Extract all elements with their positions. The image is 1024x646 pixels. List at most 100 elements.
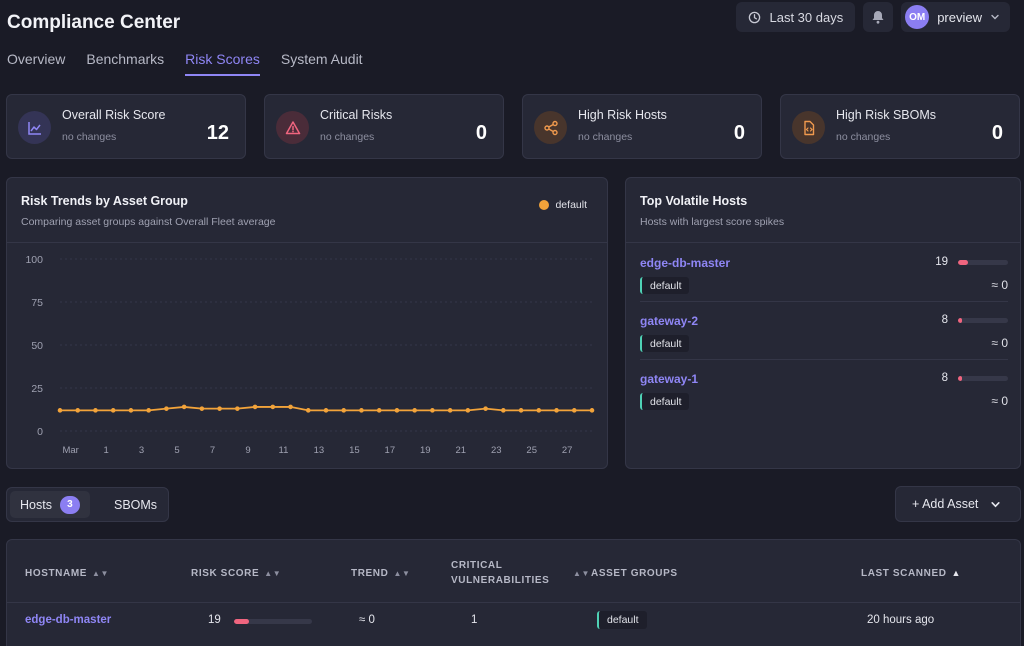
- data-point: [359, 408, 364, 413]
- data-point: [341, 408, 347, 413]
- y-tick-label: 0: [37, 426, 43, 438]
- tab-hosts[interactable]: Hosts 3: [10, 491, 90, 518]
- data-point: [571, 408, 577, 413]
- notifications-button[interactable]: [863, 2, 894, 32]
- stat-subtext: no changes: [320, 131, 375, 143]
- sort-icon: ▲▼: [92, 569, 110, 578]
- x-tick-label: 13: [314, 445, 325, 456]
- sort-icon: ▲▼: [393, 569, 411, 578]
- tab-benchmarks[interactable]: Benchmarks: [86, 51, 165, 67]
- stat-label: High Risk SBOMs: [836, 108, 937, 122]
- y-tick-label: 25: [31, 383, 43, 395]
- host-trend: ≈ 0: [991, 336, 1008, 350]
- host-trend: ≈ 0: [991, 394, 1008, 408]
- data-point: [181, 404, 187, 410]
- data-point: [518, 408, 524, 413]
- hosts-table: HOSTNAME ▲▼ RISK SCORE ▲▼ TREND ▲▼ CRITICAL…: [6, 539, 1021, 646]
- file-code-icon: [792, 111, 825, 144]
- x-tick-label: 1: [103, 445, 108, 456]
- header-label: CRITICAL: [451, 560, 503, 571]
- volatile-host-item: edge-db-master default 19 ≈ 0: [640, 244, 1008, 302]
- stat-subtext: no changes: [62, 131, 117, 143]
- user-menu-button[interactable]: OM preview: [901, 2, 1010, 32]
- stat-label: Critical Risks: [320, 108, 393, 122]
- column-header-trend[interactable]: TREND ▲▼: [351, 566, 411, 581]
- header-label: TREND: [351, 568, 389, 579]
- trend-value: ≈ 0: [359, 614, 375, 626]
- score-bar: [958, 318, 1008, 323]
- asset-group-tag: default: [640, 277, 689, 294]
- x-tick-label: 27: [562, 445, 573, 456]
- header-label: HOSTNAME: [25, 568, 88, 579]
- y-tick-label: 100: [25, 254, 43, 266]
- asset-group-tag: default: [597, 611, 647, 629]
- data-point: [75, 408, 81, 413]
- header-label: ASSET GROUPS: [591, 568, 678, 579]
- data-point: [501, 408, 506, 413]
- stat-card-overall-risk: Overall Risk Score no changes 12: [6, 94, 246, 159]
- divider: [7, 602, 1020, 603]
- date-range-button[interactable]: Last 30 days: [736, 2, 856, 32]
- tab-system-audit[interactable]: System Audit: [280, 51, 363, 67]
- data-point: [110, 408, 116, 413]
- host-score: 8: [941, 314, 948, 326]
- volatile-host-item: gateway-2 default 8 ≈ 0: [640, 302, 1008, 360]
- x-tick-label: Mar: [62, 445, 78, 456]
- stat-value: 12: [206, 122, 229, 144]
- risk-score-bar-fill: [234, 619, 249, 624]
- asset-group-tag: default: [640, 393, 689, 410]
- hosts-card-subtitle: Hosts with largest score spikes: [640, 216, 785, 228]
- sboms-tab-label: SBOMs: [114, 497, 158, 512]
- data-point: [554, 408, 559, 413]
- data-point: [323, 408, 329, 413]
- sort-icon[interactable]: ▲▼: [573, 569, 591, 578]
- chart-subtitle: Comparing asset groups against Overall F…: [21, 216, 276, 228]
- divider: [626, 242, 1020, 243]
- divider: [7, 242, 607, 243]
- hostname-link[interactable]: edge-db-master: [25, 614, 112, 626]
- x-tick-label: 7: [210, 445, 215, 456]
- add-asset-label: + Add Asset: [912, 497, 979, 511]
- column-header-last-scanned[interactable]: LAST SCANNED ▲: [861, 566, 961, 581]
- tab-sboms[interactable]: SBOMs: [104, 491, 167, 518]
- warning-triangle-icon: [276, 111, 309, 144]
- sort-icon: ▲▼: [264, 569, 282, 578]
- data-point: [235, 406, 240, 411]
- share-nodes-icon: [534, 111, 567, 144]
- chevron-down-icon: [991, 501, 1000, 507]
- data-point: [412, 408, 417, 413]
- column-header-risk-score[interactable]: RISK SCORE ▲▼: [191, 566, 281, 581]
- x-tick-label: 17: [385, 445, 396, 456]
- risk-trends-card: Risk Trends by Asset Group Comparing ass…: [6, 177, 608, 469]
- critical-vulnerabilities-value: 1: [471, 614, 478, 626]
- header-label: VULNERABILITIES: [451, 575, 550, 586]
- y-tick-label: 75: [31, 297, 43, 309]
- main-tabs: Overview Benchmarks Risk Scores System A…: [7, 51, 363, 76]
- host-link[interactable]: gateway-2: [640, 314, 699, 328]
- stat-card-critical-risks: Critical Risks no changes 0: [264, 94, 504, 159]
- stat-subtext: no changes: [836, 131, 891, 143]
- column-header-critical-vulnerabilities[interactable]: CRITICAL VULNERABILITIES: [451, 558, 549, 588]
- tab-overview[interactable]: Overview: [7, 51, 66, 67]
- x-tick-label: 21: [455, 445, 466, 456]
- chart-legend[interactable]: default: [539, 199, 587, 211]
- add-asset-button[interactable]: + Add Asset: [895, 486, 1021, 522]
- column-header-hostname[interactable]: HOSTNAME ▲▼: [25, 566, 109, 581]
- risk-score-bar: [234, 619, 312, 624]
- host-link[interactable]: gateway-1: [640, 372, 699, 386]
- stat-value: 0: [733, 122, 745, 144]
- host-score: 8: [941, 372, 948, 384]
- chart-title: Risk Trends by Asset Group: [21, 194, 188, 208]
- chevron-down-icon: [991, 14, 999, 20]
- x-tick-label: 9: [245, 445, 250, 456]
- data-point: [57, 408, 63, 413]
- chart-line-icon: [18, 111, 51, 144]
- data-point: [430, 408, 435, 413]
- tab-risk-scores[interactable]: Risk Scores: [185, 51, 260, 76]
- volatile-host-item: gateway-1 default 8 ≈ 0: [640, 360, 1008, 418]
- data-point: [483, 406, 488, 411]
- data-point: [164, 406, 169, 411]
- host-link[interactable]: edge-db-master: [640, 256, 731, 270]
- legend-swatch: [539, 200, 550, 210]
